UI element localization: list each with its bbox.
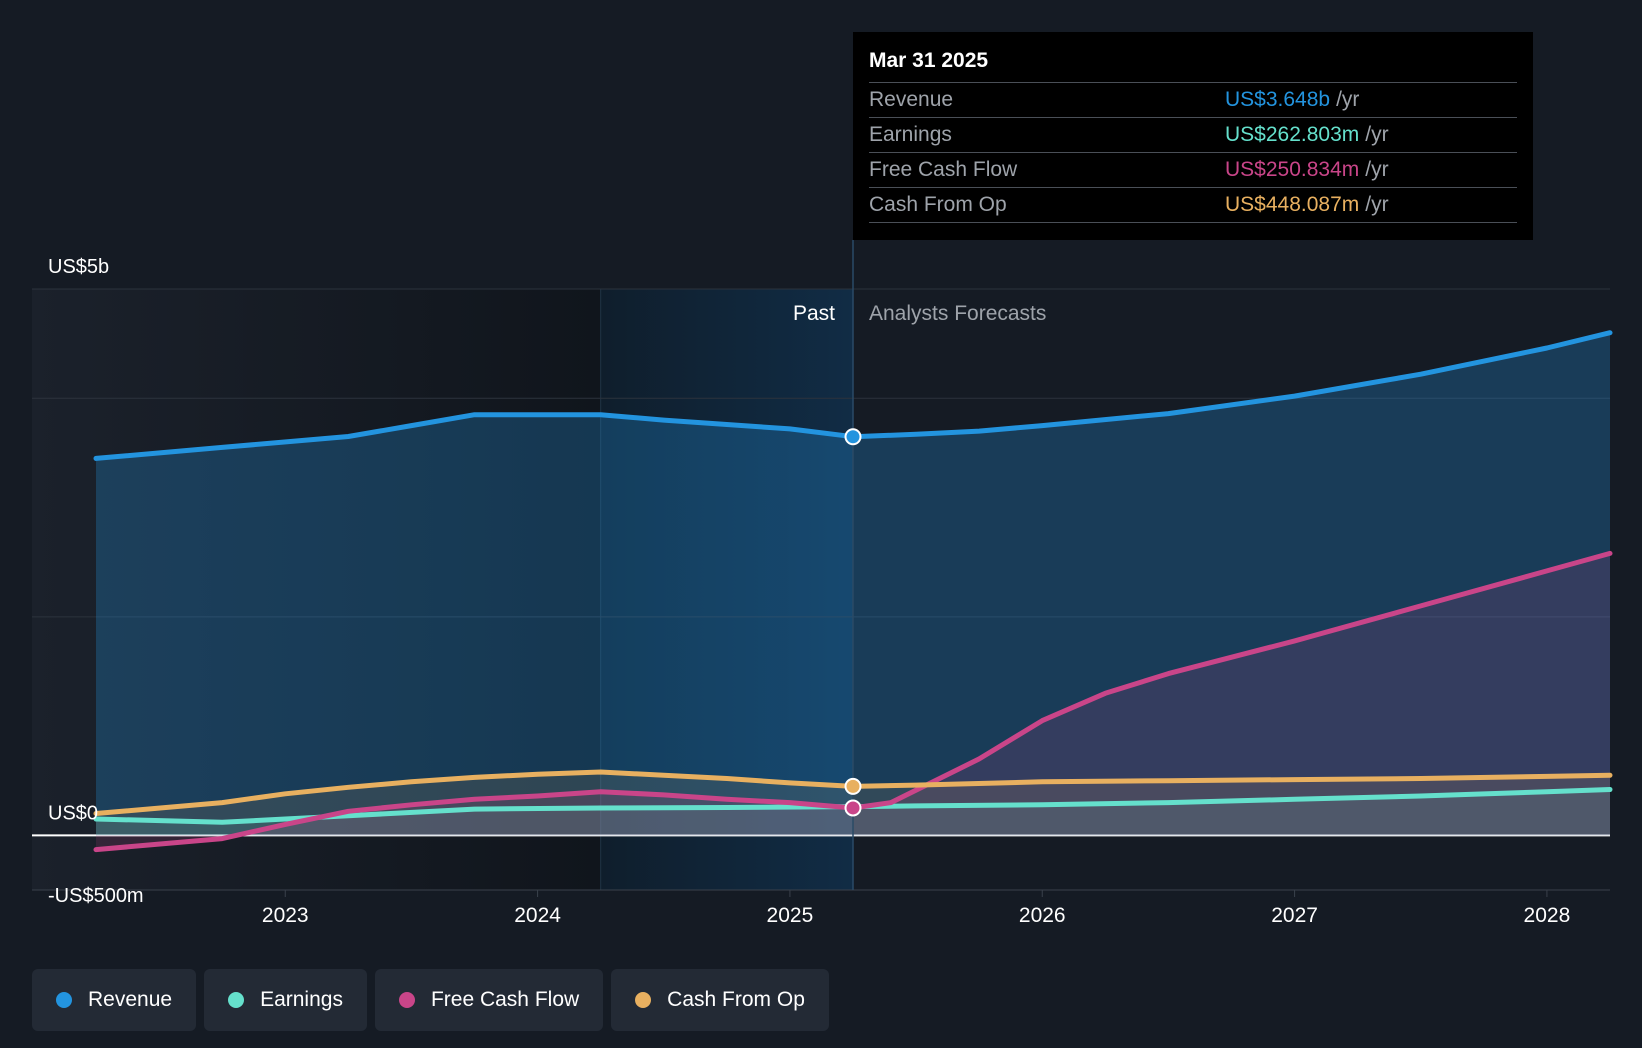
marker-revenue (844, 428, 862, 446)
legend-label: Revenue (88, 988, 173, 1011)
y-axis-label: US$5b (48, 256, 109, 278)
legend-dot-icon (635, 992, 652, 1008)
marker-free-cash-flow (844, 799, 862, 817)
tooltip-row-revenue: Revenue US$3.648b /yr (869, 82, 1517, 117)
tooltip-label: Earnings (869, 123, 952, 146)
legend-dot-icon (398, 992, 415, 1008)
tooltip-value: US$3.648b (1225, 88, 1331, 111)
series-line-revenue (93, 330, 1613, 461)
tooltip-row-free-cash-flow: Free Cash Flow US$250.834m /yr (869, 152, 1517, 187)
series-area-free-cash-flow (96, 553, 1610, 850)
legend-label: Cash From Op (667, 988, 805, 1011)
y-axis-label: US$0 (48, 802, 98, 824)
legend-dot-icon (228, 992, 245, 1008)
legend-item-cash-from-op[interactable]: Cash From Op (611, 969, 829, 1031)
chart: Past Analysts Forecasts US$5b US$0 -US$500m 2… (32, 240, 1613, 927)
tooltip-value: US$448.087m (1225, 193, 1360, 216)
tooltip-value: US$262.803m (1225, 123, 1360, 146)
x-tick-label: 2025 (767, 904, 814, 927)
tooltip-unit: /yr (1365, 123, 1389, 146)
past-label: Past (793, 302, 835, 325)
tooltip-label: Cash From Op (869, 193, 1007, 216)
marker-cash-from-op (844, 777, 862, 795)
legend-dot-icon (56, 992, 72, 1008)
forecast-label: Analysts Forecasts (869, 302, 1046, 325)
tooltip-unit: /yr (1365, 158, 1389, 181)
tooltip-label: Revenue (869, 88, 954, 111)
legend-item-earnings[interactable]: Earnings (204, 969, 367, 1031)
x-tick-label: 2024 (514, 904, 561, 927)
x-tick-label: 2026 (1019, 904, 1066, 927)
series-line-cash-from-op (93, 769, 1613, 816)
highlight-region (600, 289, 853, 890)
tooltip-value: US$250.834m (1225, 158, 1360, 181)
tooltip-unit: /yr (1336, 88, 1360, 111)
x-tick-label: 2028 (1524, 904, 1571, 927)
tooltip: Mar 31 2025 Revenue US$3.648b /yr Earnin… (853, 32, 1533, 240)
tooltip-row-cash-from-op: Cash From Op US$448.087m /yr (869, 187, 1517, 223)
series-line-free-cash-flow (93, 550, 1613, 853)
x-tick-label: 2023 (262, 904, 309, 927)
tooltip-unit: /yr (1365, 193, 1389, 216)
tooltip-date: Mar 31 2025 (869, 49, 989, 72)
legend-item-revenue[interactable]: Revenue (32, 969, 197, 1031)
legend: Revenue Earnings Free Cash Flow Cash Fro… (32, 969, 829, 1031)
legend-label: Earnings (260, 988, 343, 1011)
tooltip-label: Free Cash Flow (869, 158, 1018, 181)
x-tick-label: 2027 (1271, 904, 1318, 927)
legend-label: Free Cash Flow (430, 988, 580, 1011)
legend-item-free-cash-flow[interactable]: Free Cash Flow (374, 969, 604, 1031)
y-axis-label: -US$500m (48, 885, 144, 907)
tooltip-row-earnings: Earnings US$262.803m /yr (869, 117, 1517, 152)
